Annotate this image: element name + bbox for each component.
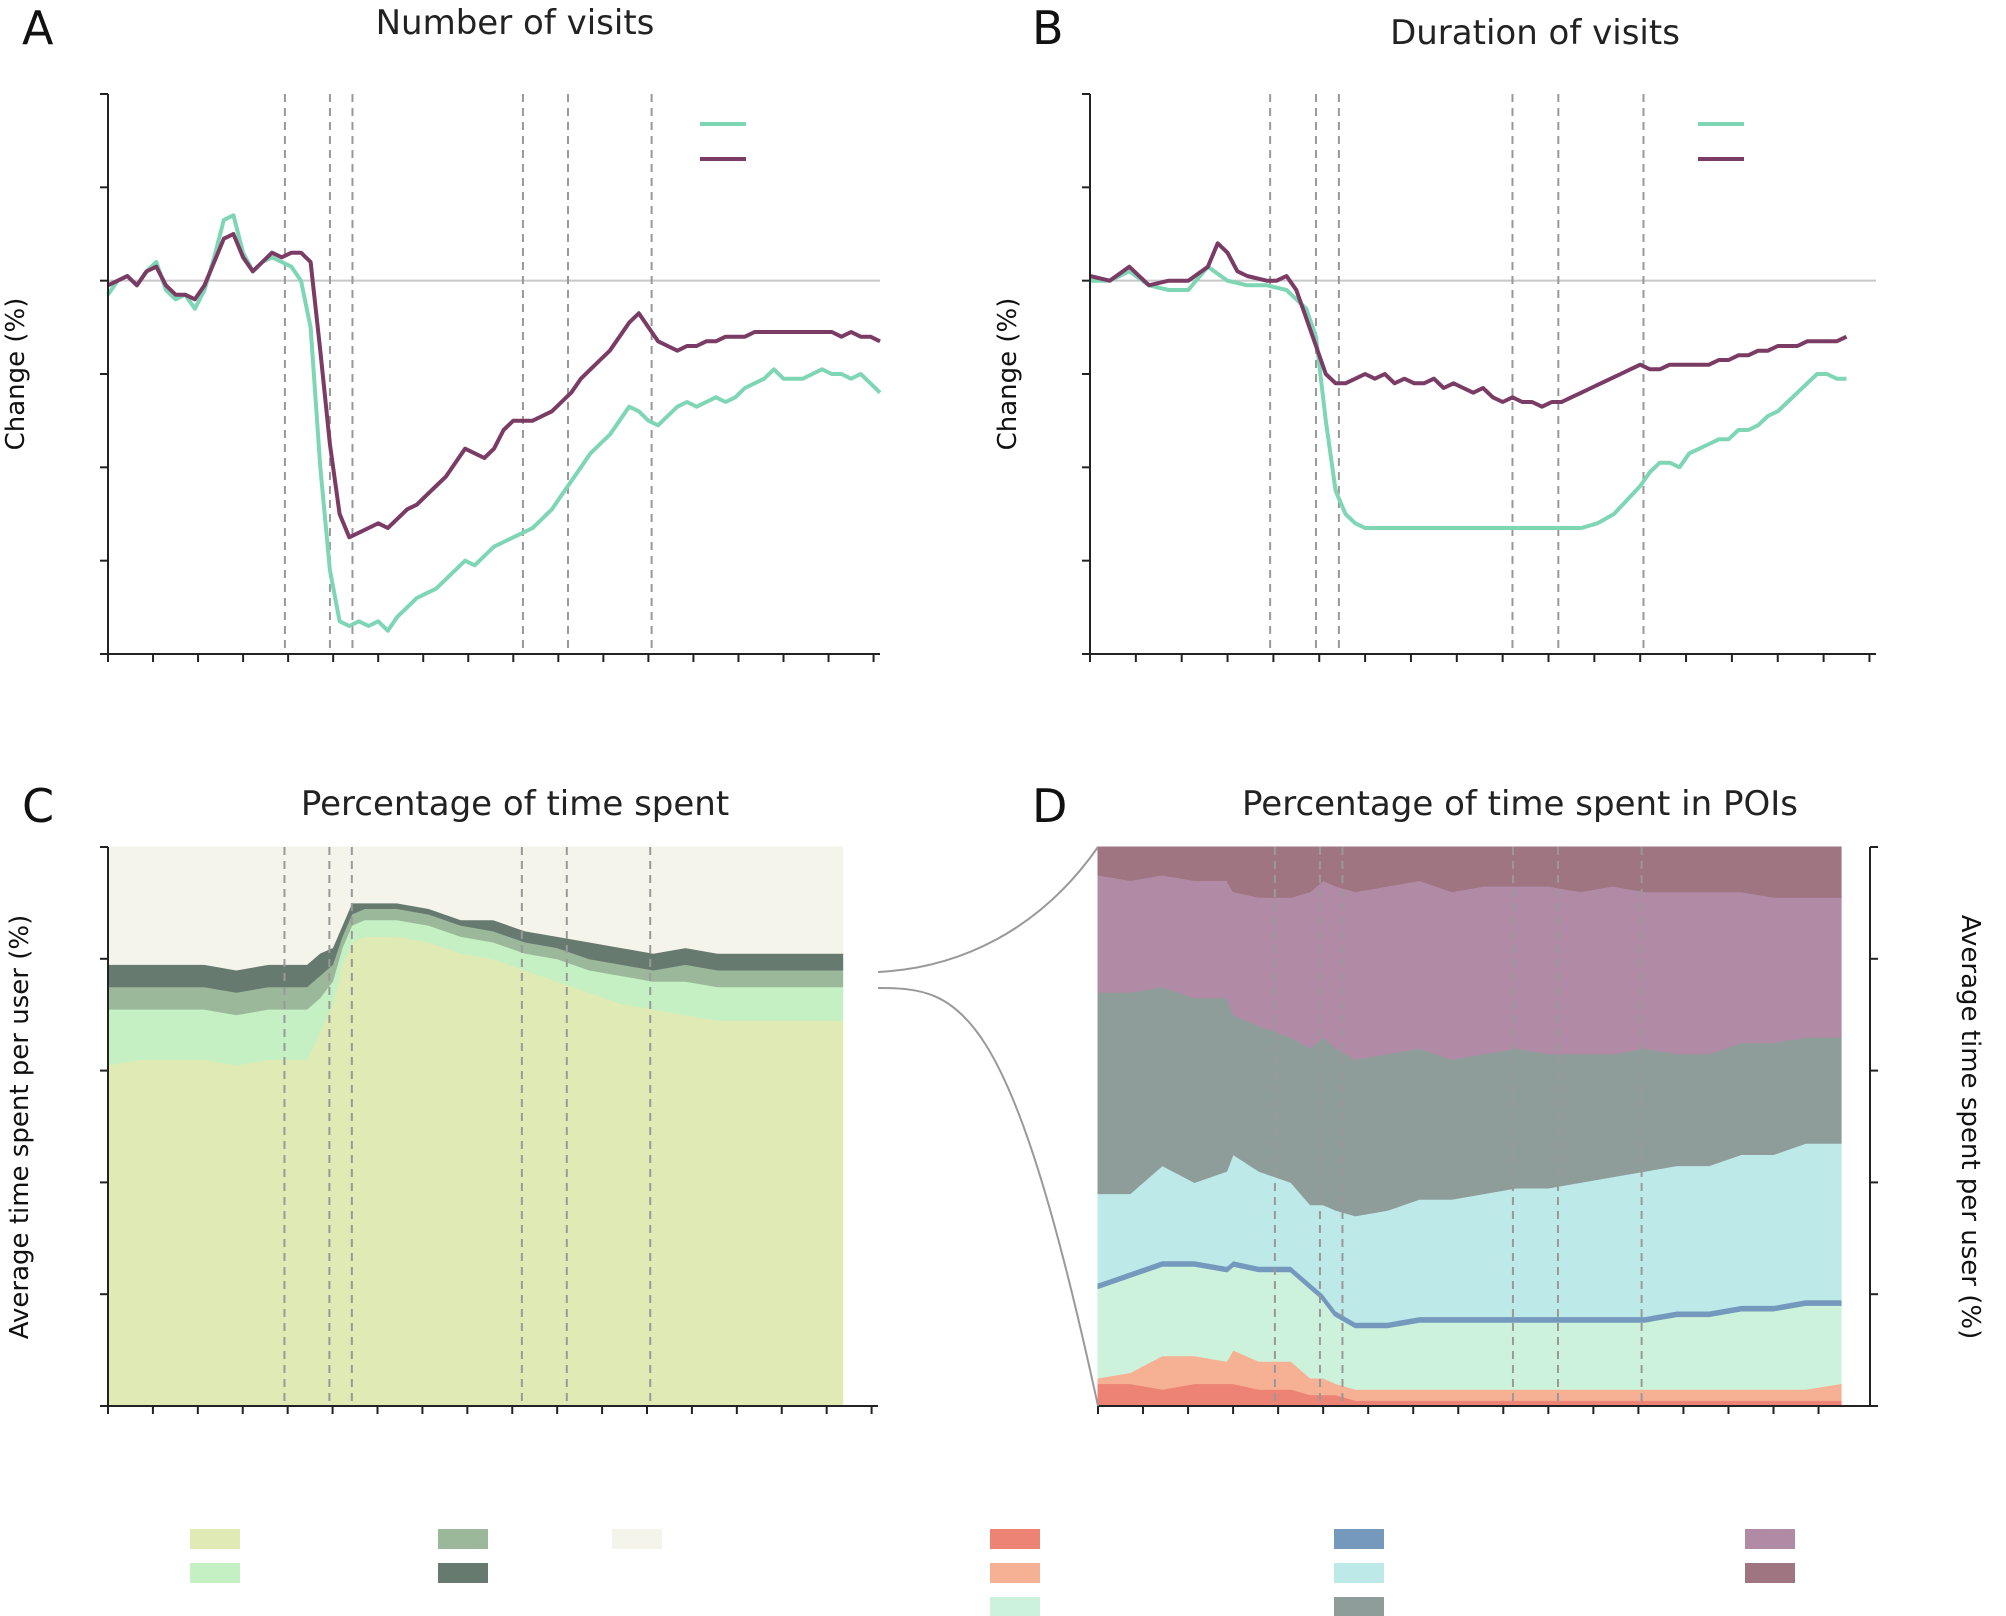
area-travel (1097, 846, 1842, 898)
panel-c-title: Percentage of time spent (301, 784, 729, 824)
legend-c (190, 1529, 662, 1583)
legend-swatch-travel (1745, 1563, 1795, 1583)
panel-c-ylabel: Average time spent per user (%) (5, 915, 35, 1339)
panel-letter-a: A (22, 1, 54, 55)
legend-swatch-moving (612, 1529, 662, 1549)
legend-swatch-college (990, 1563, 1040, 1583)
panel-a-title: Number of visits (376, 3, 655, 43)
legend-swatch-outdoors (1334, 1563, 1384, 1583)
series-line-food (1090, 264, 1847, 530)
panel-letter-b: B (1032, 1, 1064, 55)
legend-swatch-other (438, 1563, 488, 1583)
legend-swatch-poi (438, 1529, 488, 1549)
legend-swatch-residential (190, 1529, 240, 1549)
panel-d-ylabel: Average time spent per user (%) (1955, 915, 1985, 1339)
panel-b (1082, 93, 1876, 662)
legend-swatch-professional (1334, 1597, 1384, 1616)
legend-d (990, 1529, 1795, 1616)
panel-letter-c: C (22, 779, 54, 833)
series-line-shop (1089, 241, 1848, 409)
area-band-nightlife (1097, 1260, 1842, 1328)
panel-letter-d: D (1032, 779, 1067, 833)
legend-swatch-shop_area (1745, 1529, 1795, 1549)
panel-d-title: Percentage of time spent in POIs (1242, 784, 1798, 824)
legend-swatch-nightlife (1334, 1529, 1384, 1549)
area-moving (107, 846, 844, 971)
series-line-food (106, 213, 882, 633)
panel-c (100, 846, 878, 1414)
series-line-shop (107, 232, 881, 540)
panel-b-title: Duration of visits (1390, 13, 1680, 53)
zoom-connector-bottom (877, 987, 1099, 1407)
zoom-connector-top (877, 846, 1099, 973)
legend-swatch-workplace (190, 1563, 240, 1583)
legend-swatch-food_area (990, 1597, 1040, 1616)
panel-b-ylabel: Change (%) (993, 298, 1023, 451)
panel-a-ylabel: Change (%) (1, 298, 31, 451)
panel-a (100, 93, 882, 662)
legend-swatch-arts (990, 1529, 1040, 1549)
panel-d (1097, 846, 1878, 1414)
